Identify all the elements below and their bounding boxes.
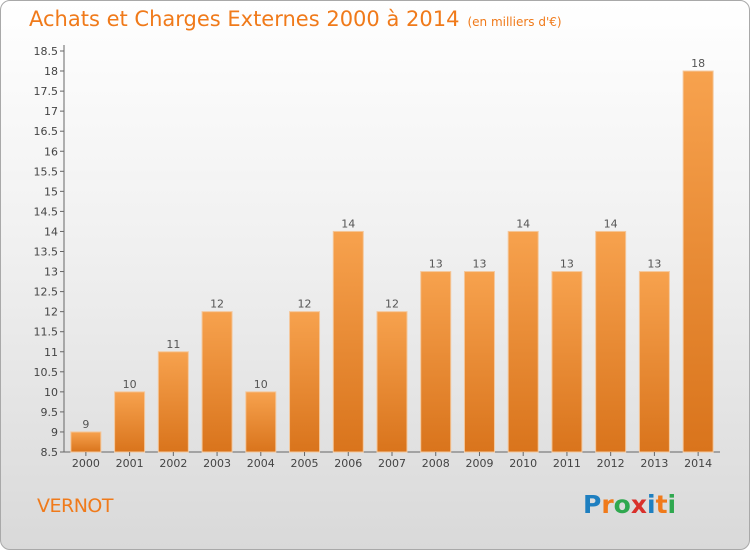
data-label: 12 [210,298,224,311]
x-tick-label: 2004 [247,457,275,470]
bar [595,230,627,453]
data-label: 18 [691,57,705,70]
x-tick-label: 2005 [291,457,319,470]
logo-letter: t [655,490,668,519]
data-label: 10 [254,378,268,391]
data-label: 14 [516,217,530,230]
y-tick-label: 18 [44,65,58,78]
y-tick-label: 16.5 [34,125,59,138]
bar [332,230,364,453]
x-tick-label: 2002 [159,457,187,470]
y-tick-label: 10 [44,386,58,399]
proxiti-logo: Proxiti [583,490,676,519]
y-tick-label: 18.5 [34,45,59,58]
bar [289,311,321,453]
logo-letter: r [601,490,614,519]
x-tick-label: 2014 [684,457,712,470]
x-tick-label: 2001 [116,457,144,470]
y-tick-label: 8.5 [41,446,59,459]
logo-letter: x [630,490,647,519]
bar [420,271,452,453]
y-tick-label: 15 [44,185,58,198]
title-text: Achats et Charges Externes 2000 à 2014 [29,7,460,31]
data-label: 13 [560,258,574,271]
data-label: 14 [604,217,618,230]
bar [245,391,277,453]
bar [682,70,714,453]
x-tick-label: 2009 [465,457,493,470]
data-label: 12 [298,298,312,311]
y-tick-label: 9.5 [41,406,59,419]
y-tick-label: 11.5 [34,326,59,339]
data-label: 14 [341,217,355,230]
y-tick-label: 15.5 [34,165,59,178]
x-tick-label: 2006 [334,457,362,470]
bar [507,230,539,453]
bar [70,431,102,453]
data-label: 10 [123,378,137,391]
x-tick-label: 2000 [72,457,100,470]
y-tick-label: 12.5 [34,286,59,299]
bar [638,271,670,453]
y-tick-label: 13.5 [34,246,59,259]
logo-letter: i [647,490,656,519]
x-tick-label: 2010 [509,457,537,470]
x-tick-label: 2012 [597,457,625,470]
x-tick-label: 2008 [422,457,450,470]
y-tick-label: 9 [51,426,58,439]
y-tick-label: 12 [44,306,58,319]
bar [114,391,146,453]
y-tick-label: 16 [44,145,58,158]
logo-letter: P [583,490,602,519]
logo-letter: o [613,490,631,519]
chart-subtitle: (en milliers d'€) [467,15,562,29]
data-label: 13 [429,258,443,271]
bar [463,271,495,453]
bar [157,351,189,453]
y-tick-label: 11 [44,346,58,359]
bar [201,311,233,453]
data-label: 12 [385,298,399,311]
y-tick-label: 13 [44,266,58,279]
data-label: 13 [647,258,661,271]
y-tick-label: 17 [44,105,58,118]
x-tick-label: 2003 [203,457,231,470]
logo-letter: i [667,490,677,519]
data-label: 9 [82,418,89,431]
x-tick-label: 2011 [553,457,581,470]
y-tick-label: 14 [44,225,58,238]
x-tick-label: 2007 [378,457,406,470]
y-tick-label: 14.5 [34,205,59,218]
chart-title: Achats et Charges Externes 2000 à 2014 (e… [29,7,562,31]
commune-name: VERNOT [37,495,113,517]
bar [376,311,408,453]
bar [551,271,583,453]
y-tick-label: 10.5 [34,366,59,379]
data-label: 13 [472,258,486,271]
data-label: 11 [166,338,180,351]
y-tick-label: 17.5 [34,85,59,98]
x-tick-label: 2013 [640,457,668,470]
